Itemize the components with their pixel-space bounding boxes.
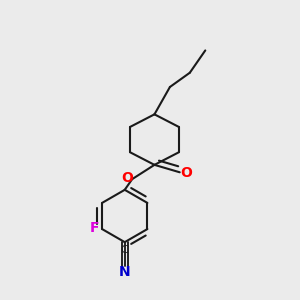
Text: F: F [90, 221, 99, 235]
Text: N: N [119, 266, 130, 280]
Text: C: C [121, 244, 129, 254]
Text: O: O [121, 171, 133, 185]
Text: O: O [180, 166, 192, 180]
